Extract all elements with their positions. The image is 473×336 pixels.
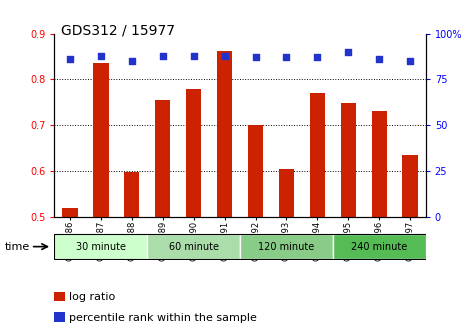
- Bar: [248, 125, 263, 217]
- Point: [190, 53, 197, 58]
- Text: time: time: [5, 242, 30, 252]
- Text: 240 minute: 240 minute: [351, 242, 407, 252]
- Bar: [155, 100, 170, 217]
- Text: percentile rank within the sample: percentile rank within the sample: [69, 312, 256, 323]
- Point: [283, 55, 290, 60]
- Point: [376, 56, 383, 62]
- Bar: [186, 88, 201, 217]
- Point: [128, 58, 136, 64]
- Text: 120 minute: 120 minute: [258, 242, 315, 252]
- Text: GDS312 / 15977: GDS312 / 15977: [61, 24, 175, 38]
- Bar: [279, 169, 294, 217]
- Point: [406, 58, 414, 64]
- Text: 30 minute: 30 minute: [76, 242, 126, 252]
- Bar: [217, 51, 232, 217]
- Point: [344, 49, 352, 54]
- Text: log ratio: log ratio: [69, 292, 115, 302]
- Text: 60 minute: 60 minute: [169, 242, 219, 252]
- Bar: [341, 103, 356, 217]
- Bar: [147, 234, 240, 259]
- Bar: [124, 172, 140, 217]
- Point: [221, 53, 228, 58]
- Bar: [54, 234, 147, 259]
- Point: [252, 55, 259, 60]
- Point: [159, 53, 166, 58]
- Bar: [62, 208, 78, 217]
- Bar: [372, 112, 387, 217]
- Point: [314, 55, 321, 60]
- Point: [66, 56, 74, 62]
- Bar: [403, 155, 418, 217]
- Bar: [333, 234, 426, 259]
- Point: [97, 53, 105, 58]
- Bar: [93, 64, 108, 217]
- Bar: [310, 93, 325, 217]
- Bar: [240, 234, 333, 259]
